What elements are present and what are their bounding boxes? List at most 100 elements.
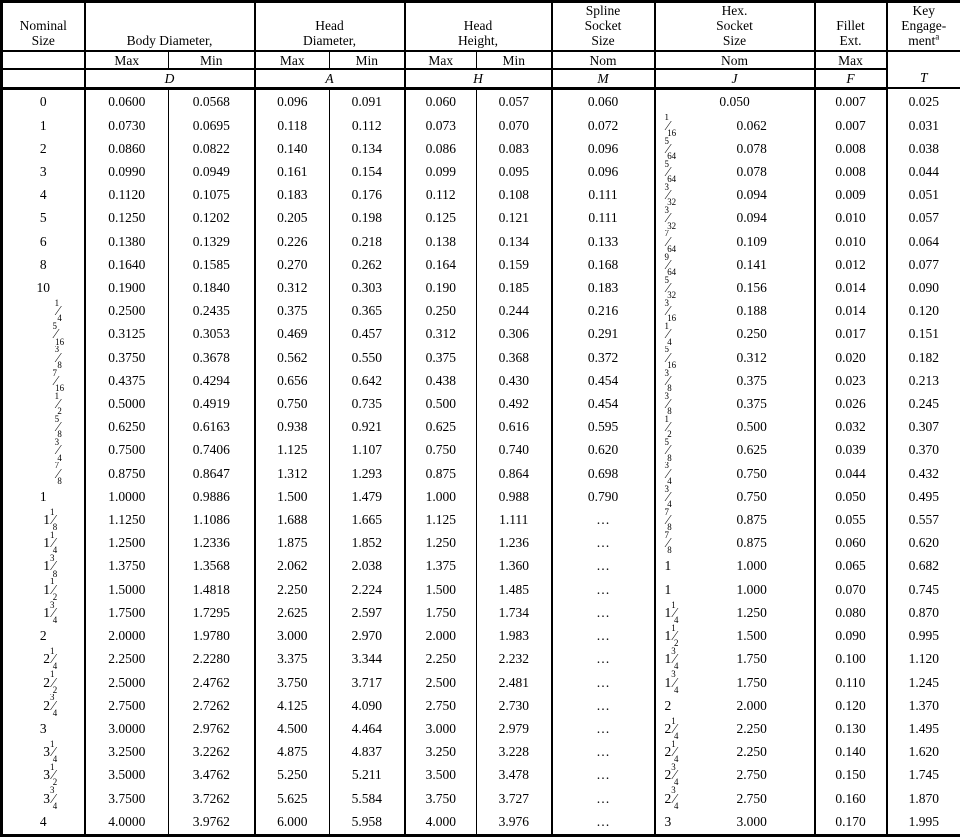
cell-fillet-ext: 0.110 <box>814 670 888 694</box>
cell-head-dia-max: 6.000 <box>254 809 330 836</box>
cell-head-dia-min: 0.735 <box>329 391 406 416</box>
table-row: 7⁄16 0.4375 0.4294 0.656 0.642 0.438 0.430 0.45… <box>1 368 960 392</box>
cell-body-dia-min: 0.0695 <box>168 113 256 137</box>
cell-body-dia-min: 0.6163 <box>168 415 256 439</box>
cell-head-ht-min: 1.236 <box>476 531 553 555</box>
table-row: 3 0.0990 0.0949 0.161 0.154 0.099 0.095 0.096 5⁄… <box>1 159 960 184</box>
cell-head-ht-max: 4.000 <box>404 809 477 836</box>
col-header-key-engagement: Key Engage-menta <box>886 1 960 52</box>
cell-head-dia-max: 0.562 <box>254 345 330 369</box>
cell-head-ht-min: 0.740 <box>476 438 553 462</box>
cell-head-ht-max: 0.138 <box>404 229 477 253</box>
cell-fillet-ext: 0.055 <box>814 507 888 532</box>
cell-body-dia-max: 0.7500 <box>84 438 169 462</box>
cell-key-engagement: 0.064 <box>908 233 939 249</box>
cell-head-ht-max: 0.086 <box>404 136 477 160</box>
cell-spline-socket: 0.133 <box>551 229 656 253</box>
table-row: 1 0.0730 0.0695 0.118 0.112 0.073 0.070 0.072 1⁄… <box>1 113 960 137</box>
cell-head-dia-max: 3.375 <box>254 647 330 671</box>
cell-key-engagement: 0.495 <box>908 488 939 504</box>
cell-key-engagement: 1.245 <box>908 674 939 690</box>
cell-key-engagement: 0.620 <box>908 535 939 551</box>
cell-fillet-ext: 0.090 <box>814 624 888 648</box>
cell-key-engagement: 0.182 <box>908 349 939 365</box>
cell-head-ht-max: 1.500 <box>404 577 477 601</box>
cell-head-ht-min: 3.727 <box>476 786 553 810</box>
cell-head-ht-max: 0.073 <box>404 113 477 137</box>
cell-body-dia-min: 2.9762 <box>168 716 256 741</box>
cell-body-dia-min: 0.1840 <box>168 275 256 300</box>
table-row: 13⁄4 1.7500 1.7295 2.625 2.597 1.750 1.734… 11⁄… <box>1 600 960 624</box>
cell-body-dia-max: 0.0600 <box>84 88 169 114</box>
cell-body-dia-min: 0.4294 <box>168 368 256 392</box>
cell-head-dia-min: 4.464 <box>329 716 406 741</box>
cell-head-dia-min: 1.107 <box>329 438 406 462</box>
cell-head-ht-max: 1.375 <box>404 554 477 578</box>
cell-body-dia-max: 3.2500 <box>84 740 169 764</box>
cell-fillet-ext: 0.032 <box>814 415 888 439</box>
cell-key-engagement: 0.038 <box>908 140 939 156</box>
cell-body-dia-max: 3.0000 <box>84 716 169 741</box>
cell-head-ht-max: 1.750 <box>404 600 477 624</box>
cell-fillet-ext: 0.023 <box>814 368 888 392</box>
cell-head-dia-min: 1.852 <box>329 531 406 555</box>
cell-nominal-size: 21⁄2 <box>1 670 86 694</box>
cell-body-dia-max: 3.7500 <box>84 786 169 810</box>
cell-body-dia-max: 2.0000 <box>84 624 169 648</box>
cell-fillet-ext: 0.008 <box>814 136 888 160</box>
cell-head-dia-min: 1.479 <box>329 484 406 508</box>
table-row: 2 0.0860 0.0822 0.140 0.134 0.086 0.083 0.096 5⁄… <box>1 136 960 160</box>
cell-spline-socket: … <box>551 577 656 601</box>
cell-key-engagement: 0.370 <box>908 442 939 458</box>
cell-key-engagement: 0.025 <box>908 93 939 109</box>
cell-head-dia-min: 2.224 <box>329 577 406 601</box>
cell-fillet-ext: 0.017 <box>814 322 888 346</box>
cell-head-dia-max: 1.688 <box>254 507 330 532</box>
cell-head-dia-max: 0.226 <box>254 229 330 253</box>
cell-head-dia-max: 0.161 <box>254 159 330 184</box>
cell-head-ht-max: 0.060 <box>404 88 477 114</box>
cell-head-ht-max: 2.750 <box>404 693 477 717</box>
cell-spline-socket: … <box>551 531 656 555</box>
col-header-head-diameter: Head Diameter, <box>254 1 406 52</box>
cell-spline-socket: 0.372 <box>551 345 656 369</box>
table-row: 7⁄8 0.8750 0.8647 1.312 1.293 0.875 0.864 0.698… <box>1 461 960 485</box>
cell-key-engagement: 0.090 <box>908 280 939 296</box>
cell-body-dia-min: 0.0822 <box>168 136 256 160</box>
letter-key-T: T <box>886 51 960 89</box>
cell-head-dia-max: 0.750 <box>254 391 330 416</box>
cell-hex-socket: 9⁄64 0.141 <box>654 252 816 276</box>
cell-key-engagement: 1.870 <box>908 790 939 806</box>
header-maxmin-row: Max Min Max Min Max Min Nom Nom Max T <box>1 51 960 89</box>
cell-key-engagement: 1.995 <box>908 814 939 830</box>
cell-hex-socket: 11⁄2 1.500 <box>654 624 816 648</box>
table-row: 8 0.1640 0.1585 0.270 0.262 0.164 0.159 0.168 9⁄… <box>1 252 960 276</box>
cell-nominal-size: 31⁄2 <box>1 763 86 787</box>
cell-nominal-size: 1⁄4 <box>1 299 86 323</box>
col-header-body-diameter: Body Diameter, <box>84 1 256 52</box>
cell-head-dia-min: 0.112 <box>329 113 406 137</box>
cell-head-dia-max: 1.875 <box>254 531 330 555</box>
table-row: 5⁄8 0.6250 0.6163 0.938 0.921 0.625 0.616 0.595… <box>1 415 960 439</box>
cell-spline-socket: 0.096 <box>551 159 656 184</box>
cell-body-dia-min: 1.3568 <box>168 554 256 578</box>
cell-body-dia-min: 0.1075 <box>168 183 256 207</box>
cell-spline-socket: 0.096 <box>551 136 656 160</box>
cell-nominal-size: 11⁄2 <box>1 577 86 601</box>
cell-key-engagement: 0.031 <box>908 117 939 133</box>
cell-hex-socket: 1⁄16 0.062 <box>654 113 816 137</box>
cell-head-dia-max: 0.469 <box>254 322 330 346</box>
cell-head-ht-max: 0.500 <box>404 391 477 416</box>
subheader-spline-nom: Nom <box>551 51 656 70</box>
cell-body-dia-min: 0.7406 <box>168 438 256 462</box>
cell-head-ht-min: 0.988 <box>476 484 553 508</box>
table-row: 23⁄4 2.7500 2.7262 4.125 4.090 2.750 2.730… 2 2.… <box>1 693 960 717</box>
cell-head-ht-min: 0.108 <box>476 183 553 207</box>
table-row: 1 1.0000 0.9886 1.500 1.479 1.000 0.988 0.790 3⁄… <box>1 484 960 508</box>
cell-head-ht-max: 0.375 <box>404 345 477 369</box>
cell-key-engagement: 1.745 <box>908 767 939 783</box>
cell-hex-socket: 3⁄4 0.750 <box>654 484 816 508</box>
cell-key-engagement: 0.307 <box>908 419 939 435</box>
subheader-hex-nom: Nom <box>654 51 816 70</box>
cell-body-dia-max: 3.5000 <box>84 763 169 787</box>
